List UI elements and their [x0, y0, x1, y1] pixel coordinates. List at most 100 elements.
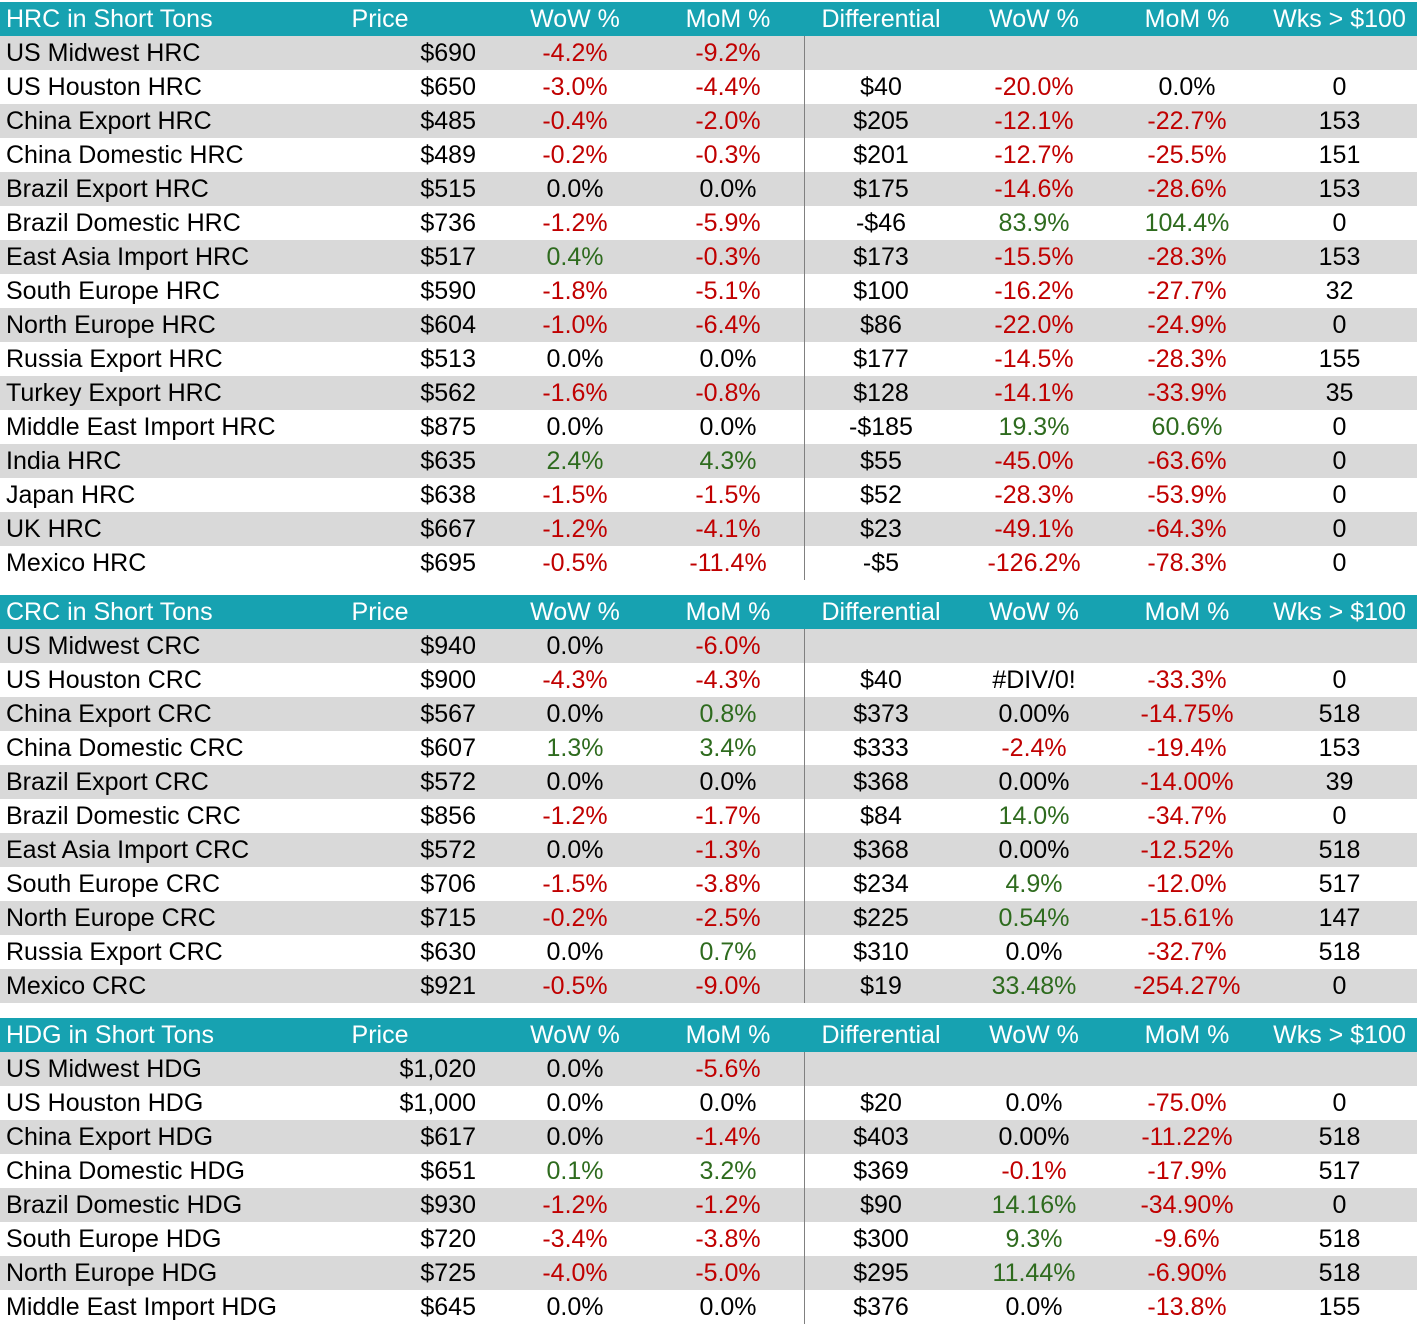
table-row: Mexico CRC $921 -0.5% -9.0% $19 33.48% -254.27… [0, 969, 1417, 1003]
hdg-cell-price: $1,000 [399, 1089, 476, 1117]
hrc-cell-mom: -6.4% [695, 311, 761, 339]
crc-cell-dwow: 0.00% [998, 836, 1070, 864]
hrc-cell-wow: -1.2% [542, 209, 608, 237]
crc-cell-name: China Export CRC [6, 700, 212, 728]
crc-cell-mom: -1.7% [695, 802, 761, 830]
hdg-cell-diff [808, 1052, 954, 1086]
hrc-cell-diff: $173 [853, 243, 909, 271]
hrc-cell-dmom: -24.9% [1147, 311, 1227, 339]
table-row: East Asia Import CRC $572 0.0% -1.3% $368 0.0… [0, 833, 1417, 867]
crc-cell-mom: -6.0% [695, 632, 761, 660]
hrc-cell-diff: $100 [853, 277, 909, 305]
crc-cell-name: South Europe CRC [6, 870, 221, 898]
crc-cell-name: US Midwest CRC [6, 632, 201, 660]
hrc-cell-dwow: -15.5% [994, 243, 1074, 271]
crc-cell-wow: -4.3% [542, 666, 608, 694]
table-row: Brazil Domestic HRC $736 -1.2% -5.9% -$46 83.… [0, 206, 1417, 240]
hdg-cell-mom: -3.8% [695, 1225, 761, 1253]
hrc-cell-name: Russia Export HRC [6, 345, 223, 373]
crc-cell-price: $572 [420, 768, 476, 796]
table-row: Turkey Export HRC $562 -1.6% -0.8% $128 -14.1… [0, 376, 1417, 410]
crc-cell-mom: -2.5% [695, 904, 761, 932]
crc-cell-diff: $84 [860, 802, 902, 830]
table-row: Brazil Export HRC $515 0.0% 0.0% $175 -14.6% -… [0, 172, 1417, 206]
hrc-cell-name: South Europe HRC [6, 277, 221, 305]
hdg-cell-wow: 0.0% [546, 1089, 604, 1117]
hrc-cell-wow: -1.6% [542, 379, 608, 407]
hrc-cell-name: UK HRC [6, 515, 102, 543]
hrc-header-diff_mom: MoM % [1144, 5, 1230, 33]
hdg-cell-wow: 0.1% [546, 1157, 604, 1185]
hdg-header-wks: Wks > $100 [1273, 1021, 1406, 1049]
crc-cell-price: $856 [420, 802, 476, 830]
crc-cell-dwow: 0.54% [998, 904, 1070, 932]
hrc-cell-dwow: -14.1% [994, 379, 1074, 407]
hdg-cell-mom: -1.2% [695, 1191, 761, 1219]
hrc-cell-dmom: -53.9% [1147, 481, 1227, 509]
crc-cell-diff: $234 [853, 870, 909, 898]
crc-cell-price: $715 [420, 904, 476, 932]
hrc-cell-name: Middle East Import HRC [6, 413, 276, 441]
hdg-cell-dwow: 14.16% [991, 1191, 1077, 1219]
crc-cell-wow: 0.0% [546, 768, 604, 796]
hrc-cell-wks: 155 [1318, 345, 1361, 373]
hdg-cell-wks: 518 [1318, 1259, 1361, 1287]
crc-header-wow: WoW % [530, 598, 620, 626]
hrc-cell-price: $513 [420, 345, 476, 373]
hdg-cell-name: China Export HDG [6, 1123, 214, 1151]
hrc-cell-wow: -0.5% [542, 549, 608, 577]
crc-cell-name: North Europe CRC [6, 904, 216, 932]
hrc-cell-mom: 4.3% [699, 447, 757, 475]
hrc-cell-mom: -0.8% [695, 379, 761, 407]
crc-cell-name: Brazil Domestic CRC [6, 802, 241, 830]
table-row: US Midwest HDG $1,020 0.0% -5.6% [0, 1052, 1417, 1086]
hrc-cell-price: $485 [420, 107, 476, 135]
hrc-cell-wks: 0 [1332, 481, 1347, 509]
hrc-cell-diff: $205 [853, 107, 909, 135]
hdg-cell-name: US Houston HDG [6, 1089, 204, 1117]
hdg-cell-diff: $369 [853, 1157, 909, 1185]
hdg-cell-wks: 0 [1332, 1191, 1347, 1219]
crc-cell-price: $607 [420, 734, 476, 762]
hrc-cell-wow: 0.0% [546, 345, 604, 373]
crc-cell-price: $921 [420, 972, 476, 1000]
table-row: China Domestic CRC $607 1.3% 3.4% $333 -2.4% -… [0, 731, 1417, 765]
crc-cell-dmom: -15.61% [1140, 904, 1234, 932]
crc-cell-dmom [1112, 629, 1262, 663]
hdg-header-mom: MoM % [685, 1021, 771, 1049]
hdg-cell-diff: $295 [853, 1259, 909, 1287]
crc-cell-dmom: -14.75% [1140, 700, 1234, 728]
hrc-cell-price: $489 [420, 141, 476, 169]
crc-header-name: CRC in Short Tons [6, 598, 213, 626]
table-row: US Houston CRC $900 -4.3% -4.3% $40 #DIV/0! -3… [0, 663, 1417, 697]
hdg-cell-price: $1,020 [399, 1055, 476, 1083]
crc-cell-price: $706 [420, 870, 476, 898]
hrc-cell-wks: 0 [1332, 447, 1347, 475]
hrc-cell-wks: 0 [1332, 549, 1347, 577]
hrc-cell-mom: -4.4% [695, 73, 761, 101]
hrc-cell-wow: -1.5% [542, 481, 608, 509]
crc-cell-mom: 3.4% [699, 734, 757, 762]
hdg-cell-mom: -1.4% [695, 1123, 761, 1151]
hdg-cell-dmom: -17.9% [1147, 1157, 1227, 1185]
hdg-cell-diff: $20 [860, 1089, 902, 1117]
hrc-cell-wks [1262, 36, 1417, 70]
hdg-cell-mom: 3.2% [699, 1157, 757, 1185]
crc-cell-dwow: 0.00% [998, 700, 1070, 728]
crc-cell-dmom: -32.7% [1147, 938, 1227, 966]
hrc-cell-price: $517 [420, 243, 476, 271]
hrc-cell-diff: -$185 [849, 413, 913, 441]
table-row: Brazil Domestic HDG $930 -1.2% -1.2% $90 14.1… [0, 1188, 1417, 1222]
crc-cell-dmom: -19.4% [1147, 734, 1227, 762]
crc-cell-wow: 0.0% [546, 938, 604, 966]
table-row: Mexico HRC $695 -0.5% -11.4% -$5 -126.2% -78.3… [0, 546, 1417, 580]
hrc-cell-name: North Europe HRC [6, 311, 216, 339]
crc-cell-wks: 147 [1318, 904, 1361, 932]
hdg-cell-diff: $403 [853, 1123, 909, 1151]
hrc-cell-diff [808, 36, 954, 70]
hdg-cell-wks: 155 [1318, 1293, 1361, 1321]
hdg-cell-price: $645 [420, 1293, 476, 1321]
hrc-cell-mom: -9.2% [695, 39, 761, 67]
hrc-cell-dwow: -14.6% [994, 175, 1074, 203]
crc-cell-diff: $333 [853, 734, 909, 762]
